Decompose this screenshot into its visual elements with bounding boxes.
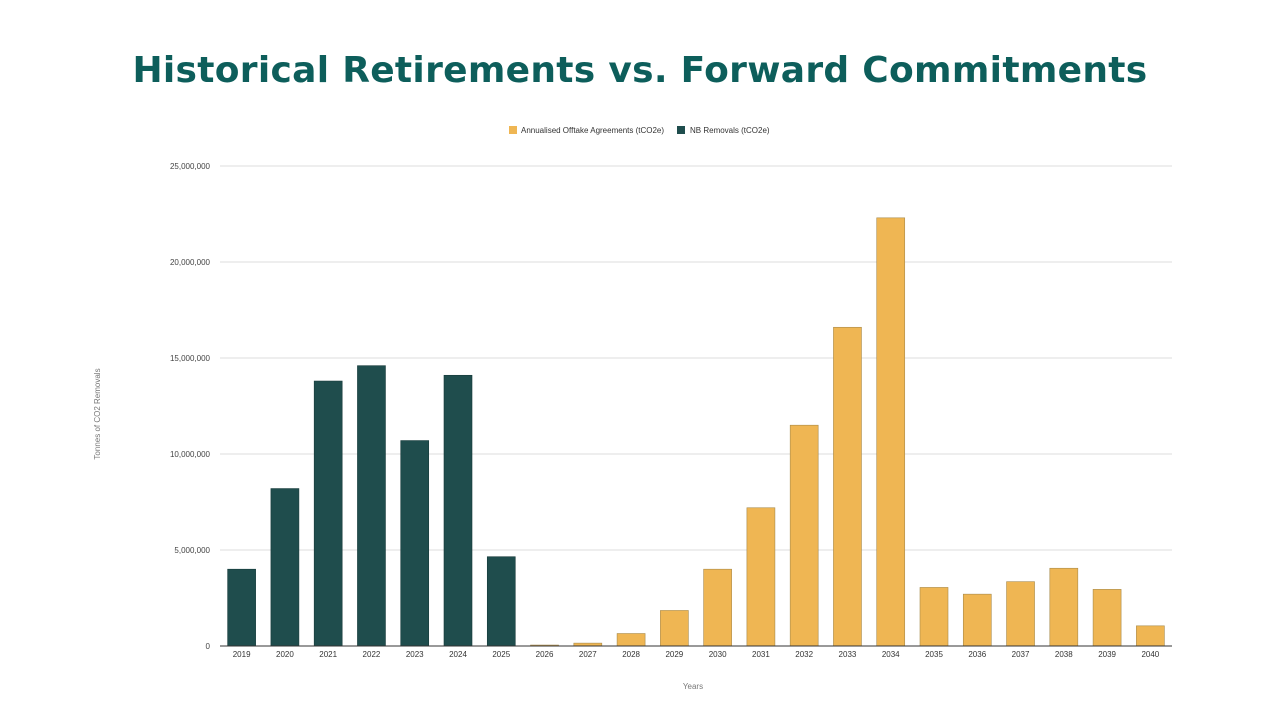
x-tick-label: 2022 bbox=[363, 650, 381, 659]
bar-offtake-2040 bbox=[1136, 625, 1165, 647]
y-tick-label: 0 bbox=[206, 642, 211, 651]
x-tick-label: 2021 bbox=[319, 650, 337, 659]
bar-removals-2025 bbox=[486, 556, 516, 647]
x-tick-label: 2037 bbox=[1012, 650, 1030, 659]
x-tick-label: 2023 bbox=[406, 650, 424, 659]
x-tick-label: 2039 bbox=[1098, 650, 1116, 659]
x-tick-label: 2033 bbox=[839, 650, 857, 659]
bar-offtake-2036 bbox=[962, 593, 992, 647]
legend: Annualised Offtake Agreements (tCO2e) NB… bbox=[509, 126, 770, 135]
page-title: Historical Retirements vs. Forward Commi… bbox=[132, 50, 1148, 91]
x-tick-label: 2025 bbox=[492, 650, 510, 659]
bar-removals-2019 bbox=[227, 568, 256, 647]
x-tick-label: 2034 bbox=[882, 650, 900, 659]
x-tick-label: 2019 bbox=[233, 650, 251, 659]
bars bbox=[227, 217, 1165, 647]
bar-offtake-2033 bbox=[833, 326, 862, 647]
x-axis-ticks: 2019 2020 2021 2022 2023 2024 2025 2026 2027 2028… bbox=[233, 650, 1160, 659]
y-tick-label: 5,000,000 bbox=[174, 546, 210, 555]
x-tick-label: 2026 bbox=[536, 650, 554, 659]
x-tick-label: 2029 bbox=[665, 650, 683, 659]
x-tick-label: 2036 bbox=[968, 650, 986, 659]
x-tick-label: 2038 bbox=[1055, 650, 1073, 659]
x-tick-label: 2035 bbox=[925, 650, 943, 659]
bar-offtake-2029 bbox=[660, 610, 689, 647]
bar-offtake-2031 bbox=[746, 507, 776, 647]
x-axis-title: Years bbox=[683, 682, 703, 691]
x-tick-label: 2027 bbox=[579, 650, 597, 659]
legend-swatch-offtake bbox=[509, 126, 517, 134]
x-tick-label: 2040 bbox=[1141, 650, 1159, 659]
bar-removals-2022 bbox=[357, 365, 386, 647]
bar-removals-2023 bbox=[400, 440, 430, 647]
x-tick-label: 2030 bbox=[709, 650, 727, 659]
y-axis-title: Tonnes of CO2 Removals bbox=[93, 368, 102, 459]
bar-removals-2020 bbox=[270, 488, 300, 647]
legend-label-offtake: Annualised Offtake Agreements (tCO2e) bbox=[521, 126, 664, 135]
x-tick-label: 2028 bbox=[622, 650, 640, 659]
y-tick-label: 15,000,000 bbox=[170, 354, 211, 363]
x-tick-label: 2032 bbox=[795, 650, 813, 659]
bar-removals-2021 bbox=[313, 380, 343, 647]
bar-offtake-2032 bbox=[789, 424, 819, 647]
bar-offtake-2030 bbox=[703, 568, 732, 647]
legend-label-removals: NB Removals (tCO2e) bbox=[690, 126, 770, 135]
y-axis-ticks: 0 5,000,000 10,000,000 15,000,000 20,000,000… bbox=[170, 162, 211, 651]
x-tick-label: 2031 bbox=[752, 650, 770, 659]
bar-offtake-2028 bbox=[616, 633, 646, 647]
x-tick-label: 2024 bbox=[449, 650, 467, 659]
bar-offtake-2035 bbox=[919, 587, 949, 647]
y-tick-label: 20,000,000 bbox=[170, 258, 211, 267]
y-tick-label: 25,000,000 bbox=[170, 162, 211, 171]
bar-removals-2024 bbox=[443, 374, 473, 647]
x-tick-label: 2020 bbox=[276, 650, 294, 659]
legend-swatch-removals bbox=[677, 126, 685, 134]
bar-offtake-2034 bbox=[876, 217, 906, 647]
bar-offtake-2039 bbox=[1092, 589, 1122, 647]
y-tick-label: 10,000,000 bbox=[170, 450, 211, 459]
bar-offtake-2038 bbox=[1049, 567, 1079, 647]
bar-offtake-2037 bbox=[1006, 581, 1035, 647]
